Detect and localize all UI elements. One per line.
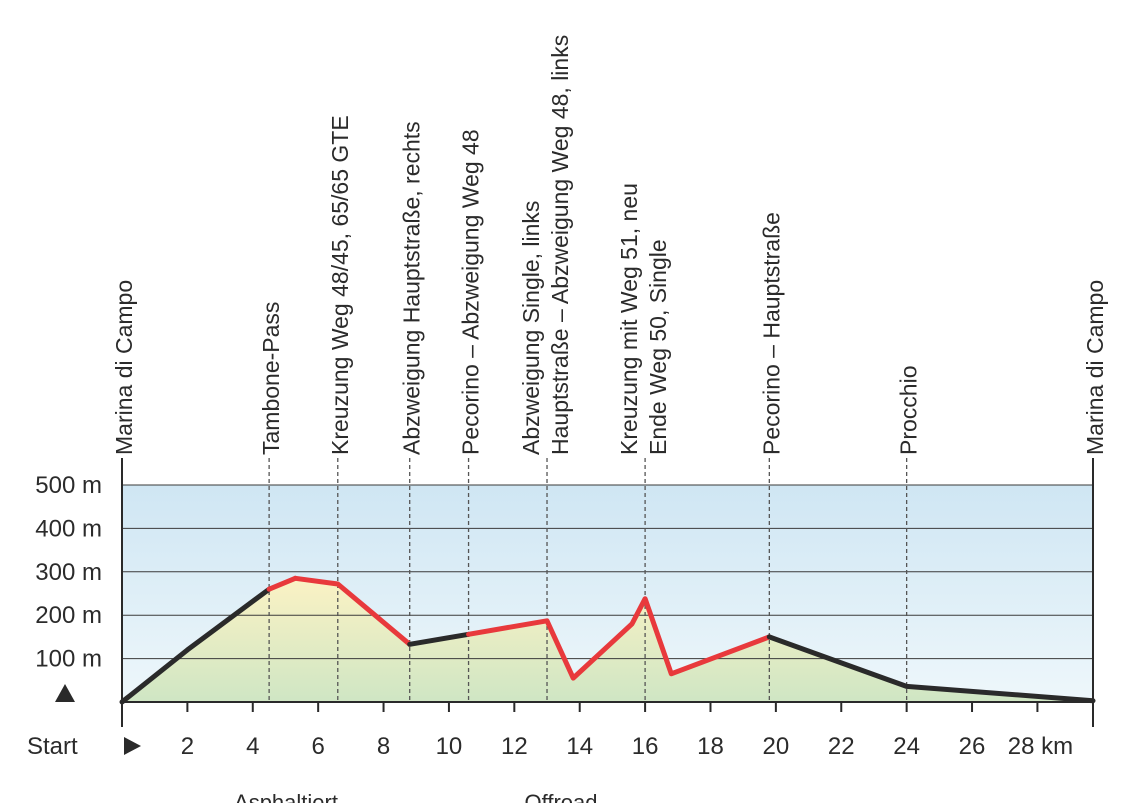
x-tick-label: 12	[501, 733, 528, 760]
waypoint-label: Abzweigung Single, links	[518, 201, 544, 455]
start-arrow-icon	[124, 737, 141, 755]
x-tick-label: 14	[566, 733, 593, 760]
waypoint-label: Procchio	[896, 366, 922, 455]
waypoint-label: Marina di Campo	[1082, 280, 1108, 455]
waypoint-label: Marina di Campo	[111, 280, 137, 455]
profile-segment-offroad	[466, 596, 772, 681]
waypoint-label-secondary: Ende Weg 50, Single	[645, 239, 671, 455]
y-tick-label: 400 m	[35, 515, 102, 542]
profile-segment-asphaltiert	[766, 634, 1096, 704]
legend-label-offroad: Offroad	[525, 790, 598, 803]
waypoint-label-secondary: Hauptstraße – Abzweigung Weg 48, links	[547, 35, 573, 455]
profile-segment-asphaltiert	[407, 631, 472, 647]
y-tick-label: 100 m	[35, 646, 102, 673]
y-tick-label: 300 m	[35, 559, 102, 586]
y-tick-label: 200 m	[35, 602, 102, 629]
waypoint-label: Tambone-Pass	[258, 302, 284, 455]
x-tick-label: 22	[828, 733, 855, 760]
x-tick-label: 6	[311, 733, 324, 760]
waypoint-label: Pecorino – Hauptstraße	[758, 212, 784, 455]
y-tick-label: 500 m	[35, 472, 102, 499]
waypoint-label: Kreuzung mit Weg 51, neu	[616, 183, 642, 455]
x-tick-label: 24	[893, 733, 920, 760]
x-tick-label: 18	[697, 733, 724, 760]
x-tick-label: 16	[632, 733, 659, 760]
x-tick-label: 2	[181, 733, 194, 760]
start-label: Start	[27, 733, 78, 760]
legend-label-asphalt: Asphaltiert	[234, 790, 338, 803]
x-tick-label: 10	[436, 733, 463, 760]
waypoint-label: Pecorino – Abzweigung Weg 48	[458, 129, 484, 455]
waypoint-label: Abzweigung Hauptstraße, rechts	[399, 121, 425, 455]
profile-segment-offroad	[292, 575, 413, 647]
waypoint-label: Kreuzung Weg 48/45, 65/65 GTE	[327, 115, 353, 455]
x-tick-label: 28 km	[1008, 733, 1073, 760]
elevation-arrow-icon	[55, 684, 75, 702]
profile-segment-offroad	[266, 575, 298, 592]
x-tick-label: 26	[959, 733, 986, 760]
x-tick-label: 8	[377, 733, 390, 760]
profile-segment-asphaltiert	[119, 586, 272, 705]
x-tick-label: 4	[246, 733, 259, 760]
x-tick-label: 20	[763, 733, 790, 760]
